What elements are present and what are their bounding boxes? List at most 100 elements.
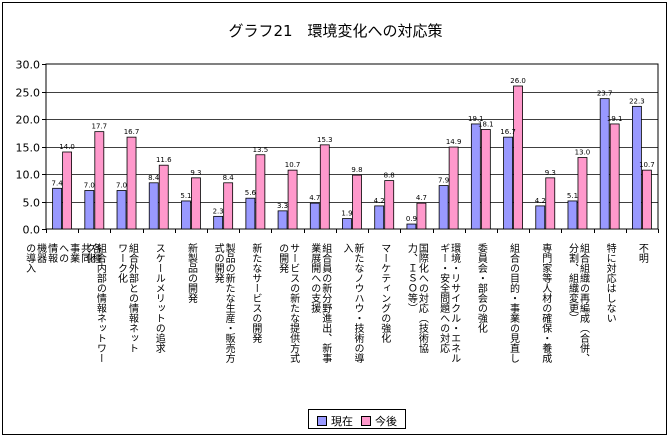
data-label-future: 18.1 — [478, 120, 494, 128]
data-label-future: 9.8 — [351, 166, 362, 174]
bar-current — [148, 182, 159, 230]
y-tick-label: 15.0 — [16, 142, 41, 155]
x-tick-label: 式の開発 — [212, 242, 224, 284]
data-label-current: 23.7 — [597, 90, 613, 98]
x-tick-label: 事業 — [68, 242, 80, 264]
data-label-future: 15.3 — [317, 136, 333, 144]
bar-current — [116, 190, 127, 230]
legend-label-future: 今後 — [375, 415, 397, 428]
bar-future — [352, 174, 362, 230]
data-label-future: 10.7 — [639, 161, 655, 169]
x-tick-label: の開発 — [277, 243, 289, 274]
x-tick-label: スケールメリットの追求 — [153, 243, 165, 353]
x-tick-label: 組合組織の再編成（合併、 — [577, 242, 589, 363]
bar-future — [577, 157, 588, 230]
data-label-current: 0.9 — [406, 215, 417, 223]
data-label-future: 17.7 — [92, 123, 108, 131]
x-tick-label: 特に対応はしない — [604, 243, 616, 323]
bar-future — [545, 177, 556, 230]
legend-swatch-current — [317, 416, 327, 426]
data-label-current: 7.9 — [438, 177, 449, 185]
bar-future — [191, 177, 201, 230]
x-tick-label: への — [57, 243, 69, 263]
bar-current — [245, 197, 256, 230]
plot-border — [45, 63, 659, 230]
bar-current — [503, 136, 513, 230]
x-tick-label: 組合員の新分野進出、新事 — [320, 242, 332, 363]
x-tick-label: 各種 — [90, 242, 102, 264]
data-label-future: 14.9 — [446, 138, 462, 146]
x-tick-label: 組合の目的・事業の見直し — [508, 242, 520, 363]
x-tick-label: 環境・リサイクル・エネル — [449, 243, 461, 363]
bar-current — [181, 200, 191, 230]
bar-future — [158, 164, 169, 230]
bar-future — [416, 202, 427, 230]
data-label-future: 19.1 — [607, 115, 623, 123]
x-tick-label: の導入 — [24, 243, 36, 273]
legend-swatch-future — [361, 416, 371, 426]
x-tick-label: 情報 — [46, 242, 58, 264]
x-tick-label: 新たなノウハウ・技術の導 — [352, 242, 364, 363]
data-label-current: 7.0 — [84, 182, 95, 190]
data-label-current: 2.3 — [213, 207, 224, 215]
data-label-current: 1.9 — [341, 210, 352, 218]
data-label-current: 4.2 — [374, 197, 385, 205]
data-label-current: 3.3 — [277, 202, 288, 210]
bar-current — [406, 223, 417, 230]
data-label-future: 26.0 — [510, 77, 526, 85]
bar-current — [213, 215, 224, 230]
bar-current — [470, 123, 481, 230]
bar-future — [480, 129, 491, 230]
x-tick-label: ク化 — [83, 243, 95, 263]
gridlines — [45, 63, 659, 230]
x-tick-label: サービスの新たな提供方式 — [288, 243, 300, 363]
legend: 現在 今後 — [308, 409, 406, 429]
bar-current — [631, 105, 642, 230]
bar-current — [599, 98, 610, 230]
legend-item-future: 今後 — [361, 413, 397, 429]
data-label-future: 13.0 — [575, 149, 591, 157]
bar-future — [223, 182, 234, 230]
chart-frame — [2, 2, 667, 435]
bar-current — [84, 190, 95, 230]
data-label-current: 19.1 — [468, 115, 484, 123]
bar-future — [319, 144, 330, 230]
bar-current — [374, 205, 385, 230]
data-label-current: 5.1 — [567, 192, 578, 200]
bar-future — [62, 151, 73, 230]
x-tick-label: 業展開への支援 — [309, 242, 321, 314]
x-tick-label: 専門家等人材の確保・養成 — [540, 243, 552, 364]
x-tick-label: 組合外部との情報ネット — [127, 242, 139, 353]
bars — [52, 85, 652, 230]
bar-future — [255, 154, 266, 230]
x-tick-label: 国際化への対応（技術協 — [416, 243, 428, 354]
bar-current — [52, 187, 63, 230]
bar-future — [384, 180, 395, 230]
bar-current — [277, 210, 288, 230]
data-label-current: 4.2 — [535, 197, 546, 205]
y-tick-label: 5.0 — [23, 197, 41, 210]
bar-current — [438, 185, 449, 230]
data-labels: 7.4 14.0 7.0 17.7 7.0 16.7 8.4 11.6 5.1 9.3 2.3 8.4… — [52, 77, 655, 223]
data-label-current: 8.4 — [148, 174, 160, 182]
y-tick-label: 0.0 — [23, 224, 41, 237]
data-label-future: 10.7 — [285, 161, 301, 169]
legend-item-current: 現在 — [317, 413, 353, 429]
y-tick-label: 25.0 — [16, 87, 41, 100]
x-tick-label: 共同 — [79, 243, 91, 264]
chart-title: グラフ21 環境変化への対応策 — [228, 22, 443, 40]
y-tick-label: 20.0 — [16, 114, 41, 127]
data-label-current: 5.1 — [180, 192, 191, 200]
data-label-current: 22.3 — [629, 97, 645, 105]
bar-future — [513, 85, 523, 230]
bar-current — [535, 205, 546, 230]
data-label-future: 8.4 — [223, 174, 235, 182]
x-tick-label: ギー・安全問題への対応 — [438, 243, 450, 353]
y-tick-label: 30.0 — [16, 59, 41, 72]
x-tick-label: 不明 — [636, 243, 648, 264]
x-tick-label: 機器 — [35, 242, 47, 264]
data-label-future: 8.8 — [384, 172, 395, 180]
data-label-future: 14.0 — [59, 143, 75, 151]
data-label-future: 11.6 — [156, 156, 172, 164]
